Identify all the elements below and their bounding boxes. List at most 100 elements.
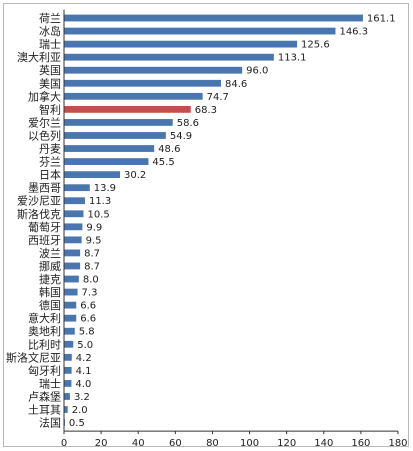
category-label: 比利时 bbox=[28, 338, 61, 351]
data-label: 10.5 bbox=[87, 209, 109, 220]
x-tick-label: 100 bbox=[240, 438, 259, 449]
data-label: 8.7 bbox=[84, 248, 100, 259]
bar bbox=[64, 327, 75, 335]
category-label: 以色列 bbox=[28, 128, 61, 142]
data-label: 3.2 bbox=[74, 392, 90, 403]
bar bbox=[64, 145, 155, 152]
category-label: 墨西哥 bbox=[28, 182, 61, 195]
x-tick-label: 40 bbox=[132, 438, 145, 449]
x-tick-label: 20 bbox=[95, 438, 108, 449]
x-tick-label: 80 bbox=[206, 438, 219, 449]
data-label: 0.5 bbox=[69, 418, 85, 429]
data-label: 45.5 bbox=[152, 157, 174, 168]
data-label: 9.9 bbox=[86, 222, 102, 233]
category-label: 英国 bbox=[39, 63, 61, 77]
bar bbox=[64, 14, 363, 22]
x-tick-label: 140 bbox=[314, 438, 333, 449]
bar bbox=[64, 197, 85, 205]
x-tick-label: 120 bbox=[277, 438, 296, 449]
data-label: 54.9 bbox=[170, 131, 192, 142]
data-label: 113.1 bbox=[278, 53, 307, 64]
data-label: 13.9 bbox=[94, 183, 116, 194]
bar bbox=[64, 105, 191, 113]
x-tick-label: 60 bbox=[169, 438, 182, 449]
data-label: 7.3 bbox=[82, 288, 98, 299]
bar bbox=[64, 262, 81, 270]
bar bbox=[64, 353, 72, 361]
category-label: 爱沙尼亚 bbox=[17, 195, 61, 208]
bar bbox=[64, 119, 173, 126]
bar bbox=[64, 249, 81, 257]
category-label: 意大利 bbox=[28, 311, 61, 325]
data-label: 6.6 bbox=[80, 301, 96, 312]
bar bbox=[64, 236, 82, 244]
bar bbox=[64, 340, 74, 348]
data-label: 4.1 bbox=[76, 366, 92, 377]
x-tick-label: 160 bbox=[351, 438, 370, 449]
bar bbox=[64, 158, 149, 165]
bar bbox=[64, 301, 77, 309]
data-label: 161.1 bbox=[367, 14, 396, 25]
bar bbox=[64, 132, 166, 139]
x-tick-label: 0 bbox=[61, 438, 67, 449]
data-label: 8.7 bbox=[84, 261, 100, 272]
data-label: 2.0 bbox=[72, 405, 88, 416]
data-label: 4.0 bbox=[75, 379, 91, 390]
bar bbox=[64, 314, 77, 322]
bar bbox=[64, 79, 221, 87]
data-label: 4.2 bbox=[76, 353, 92, 364]
category-label: 荷兰 bbox=[39, 12, 61, 25]
data-label: 58.6 bbox=[177, 118, 199, 129]
category-label: 德国 bbox=[39, 298, 61, 312]
data-label: 11.3 bbox=[89, 196, 111, 207]
category-label: 斯洛伐克 bbox=[17, 207, 61, 221]
bar bbox=[64, 366, 72, 374]
category-label: 斯洛文尼亚 bbox=[6, 350, 61, 364]
category-label: 澳大利亚 bbox=[17, 50, 61, 64]
bar bbox=[64, 53, 274, 61]
category-label: 西班牙 bbox=[28, 234, 61, 247]
data-label: 96.0 bbox=[246, 66, 268, 77]
data-label: 30.2 bbox=[124, 170, 146, 181]
category-label: 冰岛 bbox=[39, 24, 61, 38]
category-label: 瑞士 bbox=[39, 37, 61, 51]
category-label: 土耳其 bbox=[28, 404, 61, 417]
data-label: 125.6 bbox=[301, 40, 330, 51]
category-label: 挪威 bbox=[39, 259, 61, 273]
category-label: 爱尔兰 bbox=[28, 116, 61, 129]
bar bbox=[64, 92, 203, 100]
bar bbox=[64, 380, 72, 387]
category-label: 日本 bbox=[39, 168, 61, 182]
bar bbox=[64, 66, 243, 74]
bar bbox=[64, 210, 84, 218]
bar bbox=[64, 288, 78, 296]
data-label: 146.3 bbox=[339, 27, 368, 38]
category-label: 卢森堡 bbox=[28, 389, 61, 403]
data-label: 68.3 bbox=[195, 105, 217, 116]
data-label: 6.6 bbox=[80, 314, 96, 325]
bar bbox=[64, 184, 90, 192]
category-label: 葡萄牙 bbox=[28, 221, 61, 234]
category-label: 丹麦 bbox=[39, 143, 61, 156]
bar bbox=[64, 40, 298, 48]
category-label: 瑞士 bbox=[39, 376, 61, 390]
data-label: 48.6 bbox=[158, 144, 180, 155]
data-label: 5.0 bbox=[77, 340, 93, 351]
category-label: 加拿大 bbox=[28, 89, 61, 103]
category-label: 奥地利 bbox=[28, 324, 61, 338]
data-label: 5.8 bbox=[79, 327, 95, 338]
category-label: 捷克 bbox=[39, 272, 61, 286]
data-label: 9.5 bbox=[86, 235, 102, 246]
category-label: 匈牙利 bbox=[28, 363, 61, 377]
data-label: 84.6 bbox=[225, 79, 247, 90]
x-tick-label: 180 bbox=[388, 438, 407, 449]
bar bbox=[64, 223, 83, 231]
category-label: 韩国 bbox=[39, 285, 61, 299]
bar bbox=[64, 393, 70, 400]
data-label: 74.7 bbox=[207, 92, 229, 103]
category-label: 智利 bbox=[39, 102, 61, 116]
bar bbox=[64, 27, 336, 35]
bar bbox=[64, 406, 68, 413]
data-label: 8.0 bbox=[83, 275, 99, 286]
